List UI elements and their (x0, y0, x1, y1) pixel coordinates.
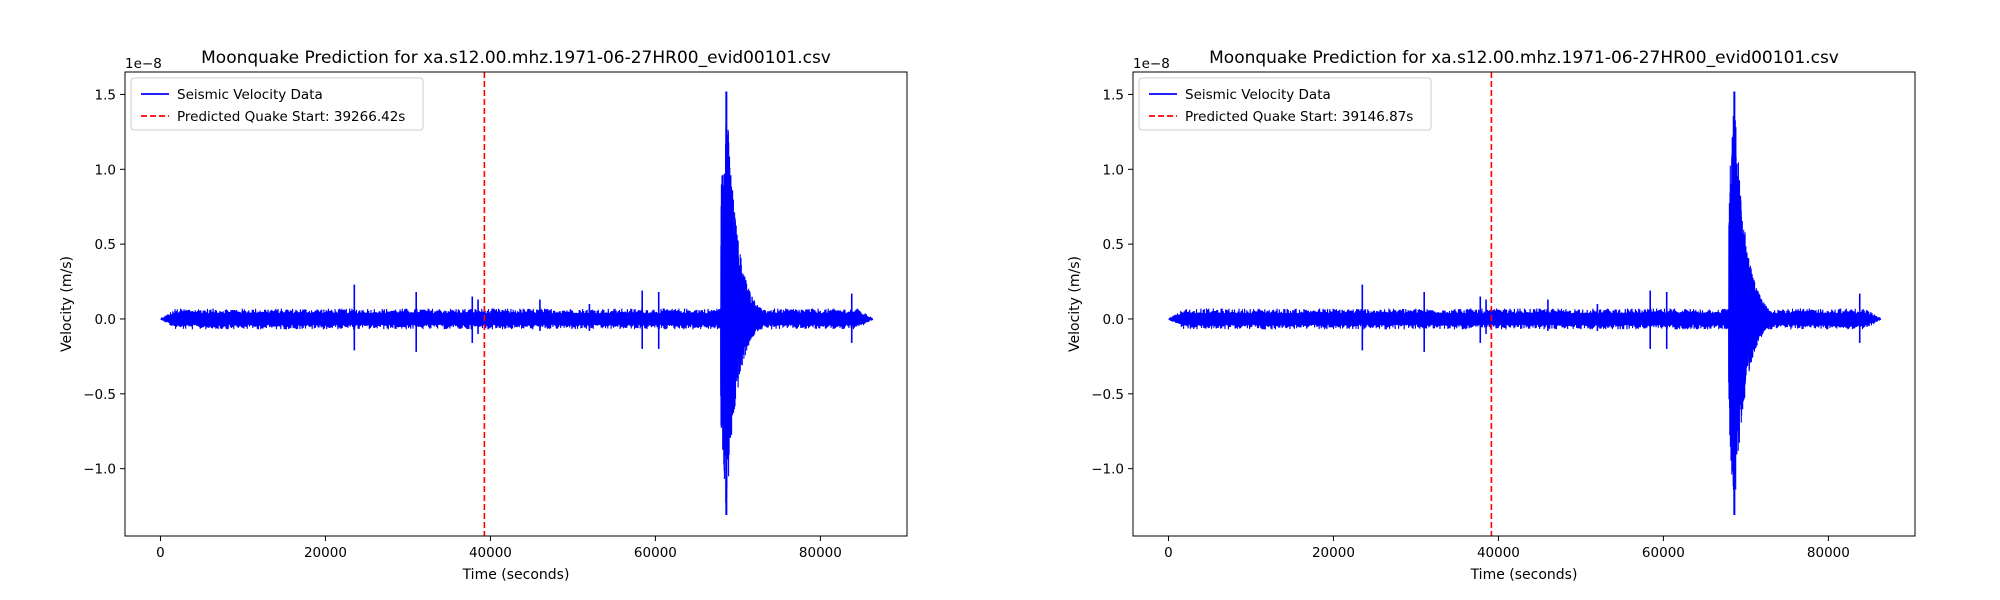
y-axis-label: Velocity (m/s) (59, 256, 75, 352)
chart-title: Moonquake Prediction for xa.s12.00.mhz.1… (201, 48, 831, 68)
y-tick-label: 0.0 (95, 312, 116, 328)
seismic-trace (160, 125, 874, 503)
seismic-trace (1168, 97, 1882, 506)
legend-box (1138, 77, 1432, 131)
y-tick-label: 1.0 (95, 162, 116, 178)
y-tick-label: 1.0 (1103, 162, 1124, 178)
legend-label: Predicted Quake Start: 39146.87s (1185, 109, 1413, 125)
x-tick-label: 60000 (634, 545, 677, 561)
x-tick-label: 80000 (799, 545, 842, 561)
y-tick-label: −0.5 (1091, 387, 1124, 403)
legend-label: Predicted Quake Start: 39266.42s (177, 109, 405, 125)
y-tick-label: −1.0 (1091, 462, 1124, 478)
seismic-velocity-series (1168, 91, 1882, 516)
legend-label: Seismic Velocity Data (1185, 87, 1331, 103)
y-tick-label: −1.0 (83, 462, 116, 478)
x-axis-label: Time (seconds) (1470, 567, 1578, 583)
y-tick-label: −0.5 (83, 387, 116, 403)
legend: Seismic Velocity Data Predicted Quake Sta… (1138, 77, 1432, 131)
x-tick-label: 80000 (1807, 545, 1850, 561)
plot-frame (1132, 71, 1916, 537)
y-tick-label: 0.5 (1103, 237, 1124, 253)
legend-box (130, 77, 424, 131)
chart-panel-2: Moonquake Prediction for xa.s12.00.mhz.1… (1067, 48, 1916, 583)
x-tick-label: 40000 (469, 545, 512, 561)
y-axis-label: Velocity (m/s) (1067, 256, 1083, 352)
x-tick-label: 0 (156, 545, 165, 561)
x-tick-label: 20000 (304, 545, 347, 561)
plot-frame (124, 71, 908, 537)
x-tick-label: 20000 (1312, 545, 1355, 561)
chart-title: Moonquake Prediction for xa.s12.00.mhz.1… (1209, 48, 1839, 68)
x-axis-label: Time (seconds) (462, 567, 570, 583)
x-tick-label: 40000 (1477, 545, 1520, 561)
legend: Seismic Velocity Data Predicted Quake Sta… (130, 77, 424, 131)
y-tick-label: 1.5 (95, 87, 116, 103)
y-scale-offset-label: 1e−8 (125, 56, 162, 72)
y-tick-label: 0.0 (1103, 312, 1124, 328)
y-tick-label: 1.5 (1103, 87, 1124, 103)
chart-panel-1: Moonquake Prediction for xa.s12.00.mhz.1… (59, 48, 908, 583)
x-tick-label: 60000 (1642, 545, 1685, 561)
seismic-velocity-series (160, 91, 874, 516)
x-tick-label: 0 (1164, 545, 1173, 561)
legend-label: Seismic Velocity Data (177, 87, 323, 103)
y-tick-label: 0.5 (95, 237, 116, 253)
y-scale-offset-label: 1e−8 (1133, 56, 1170, 72)
